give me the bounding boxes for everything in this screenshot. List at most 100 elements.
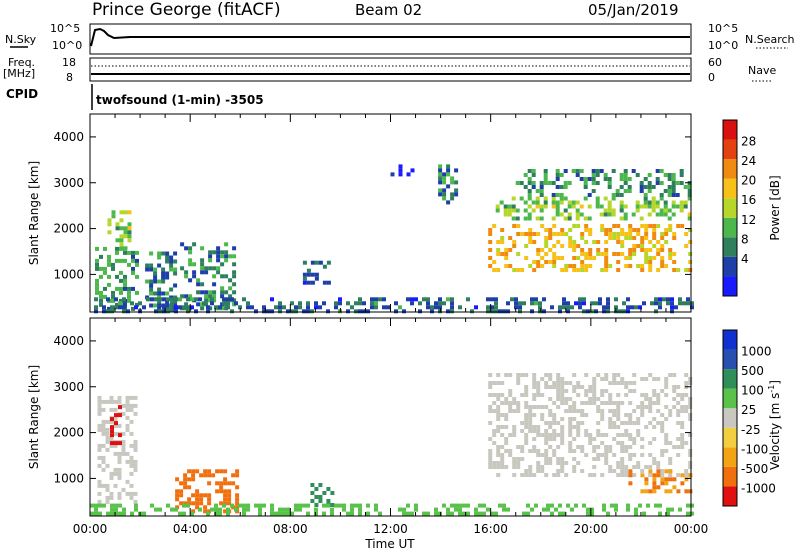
heatmap-cell: [378, 511, 382, 516]
heatmap-cell: [175, 497, 180, 502]
heatmap-cell: [560, 377, 565, 381]
heatmap-cell: [446, 511, 450, 516]
heatmap-cell: [683, 185, 688, 189]
heatmap-cell: [218, 305, 222, 310]
heatmap-cell: [680, 441, 685, 445]
heatmap-cell: [206, 511, 210, 516]
heatmap-cell: [596, 421, 601, 425]
y-tick-label: 4000: [53, 334, 84, 348]
heatmap-cell: [638, 305, 642, 310]
heatmap-cell: [118, 441, 122, 446]
heatmap-cell: [203, 509, 208, 514]
heatmap-cell: [496, 393, 501, 397]
heatmap-cell: [607, 177, 612, 181]
velocity-ylabel: Slant Range [km]: [27, 365, 41, 469]
heatmap-cell: [153, 267, 158, 272]
heatmap-cell: [178, 305, 182, 310]
heatmap-cell: [608, 236, 613, 240]
heatmap-cell: [496, 268, 501, 272]
heatmap-cell: [551, 204, 556, 209]
heatmap-cell: [326, 260, 331, 265]
heatmap-cell: [330, 511, 334, 516]
heatmap-cell: [234, 301, 238, 306]
heatmap-cell: [238, 503, 242, 508]
heatmap-cell: [628, 248, 633, 252]
heatmap-cell: [215, 469, 220, 474]
heatmap-cell: [133, 447, 138, 452]
heatmap-cell: [676, 421, 681, 425]
heatmap-cell: [496, 409, 501, 413]
heatmap-cell: [184, 274, 189, 279]
heatmap-cell: [644, 393, 649, 397]
heatmap-cell: [518, 305, 522, 310]
heatmap-cell: [310, 499, 315, 503]
heatmap-cell: [652, 244, 657, 248]
heatmap-cell: [358, 503, 362, 508]
heatmap-cell: [174, 305, 178, 310]
heatmap-cell: [652, 417, 657, 421]
colorbar-swatch: [723, 486, 737, 506]
heatmap-cell: [575, 212, 580, 217]
heatmap-cell: [113, 399, 118, 404]
heatmap-cell: [688, 401, 693, 405]
heatmap-cell: [354, 503, 358, 508]
heatmap-cell: [119, 226, 124, 231]
power-x-ticks: [89, 114, 692, 312]
heatmap-cell: [556, 381, 561, 385]
heatmap-cell: [119, 258, 123, 263]
heatmap-cell: [534, 297, 538, 302]
heatmap-cell: [572, 256, 577, 260]
heatmap-cell: [462, 503, 466, 508]
x-tick-label: 00:00: [73, 522, 108, 536]
heatmap-cell: [203, 493, 208, 498]
heatmap-cell: [558, 305, 562, 310]
heatmap-cell: [113, 443, 118, 448]
heatmap-cell: [542, 309, 546, 314]
heatmap-cell: [563, 196, 568, 201]
heatmap-cell: [106, 511, 110, 516]
heatmap-cell: [390, 172, 395, 177]
colorbar-tick-label: 25: [741, 403, 756, 417]
heatmap-cell: [580, 252, 585, 256]
heatmap-cell: [552, 256, 557, 260]
heatmap-cell: [191, 469, 196, 474]
heatmap-cell: [628, 401, 633, 405]
heatmap-cell: [680, 405, 685, 409]
heatmap-cell: [644, 377, 649, 381]
heatmap-cell: [600, 409, 605, 413]
heatmap-cell: [123, 282, 127, 287]
heatmap-cell: [520, 449, 525, 453]
heatmap-cell: [270, 511, 274, 516]
heatmap-cell: [222, 301, 226, 306]
heatmap-cell: [606, 309, 610, 314]
power-heatmap: [94, 164, 694, 314]
heatmap-cell: [121, 451, 126, 456]
heatmap-cell: [578, 297, 582, 302]
heatmap-cell: [374, 507, 378, 512]
heatmap-cell: [232, 270, 237, 275]
heatmap-cell: [604, 373, 609, 377]
heatmap-cell: [640, 377, 645, 381]
heatmap-cell: [640, 453, 645, 457]
heatmap-cell: [226, 511, 230, 516]
heatmap-cell: [540, 377, 545, 381]
heatmap-cell: [496, 381, 501, 385]
heatmap-cell: [604, 449, 609, 453]
heatmap-cell: [672, 485, 677, 490]
heatmap-cell: [664, 437, 669, 441]
heatmap-cell: [688, 489, 693, 494]
heatmap-cell: [458, 507, 462, 512]
heatmap-cell: [572, 373, 577, 377]
heatmap-cell: [122, 507, 126, 512]
heatmap-cell: [607, 208, 612, 213]
heatmap-cell: [603, 177, 608, 181]
heatmap-cell: [122, 297, 126, 302]
heatmap-cell: [115, 222, 120, 227]
heatmap-cell: [612, 232, 617, 236]
heatmap-cell: [635, 204, 640, 209]
heatmap-cell: [580, 264, 585, 268]
heatmap-cell: [575, 169, 580, 173]
heatmap-cell: [568, 409, 573, 413]
heatmap-cell: [680, 445, 685, 449]
heatmap-cell: [524, 393, 529, 397]
